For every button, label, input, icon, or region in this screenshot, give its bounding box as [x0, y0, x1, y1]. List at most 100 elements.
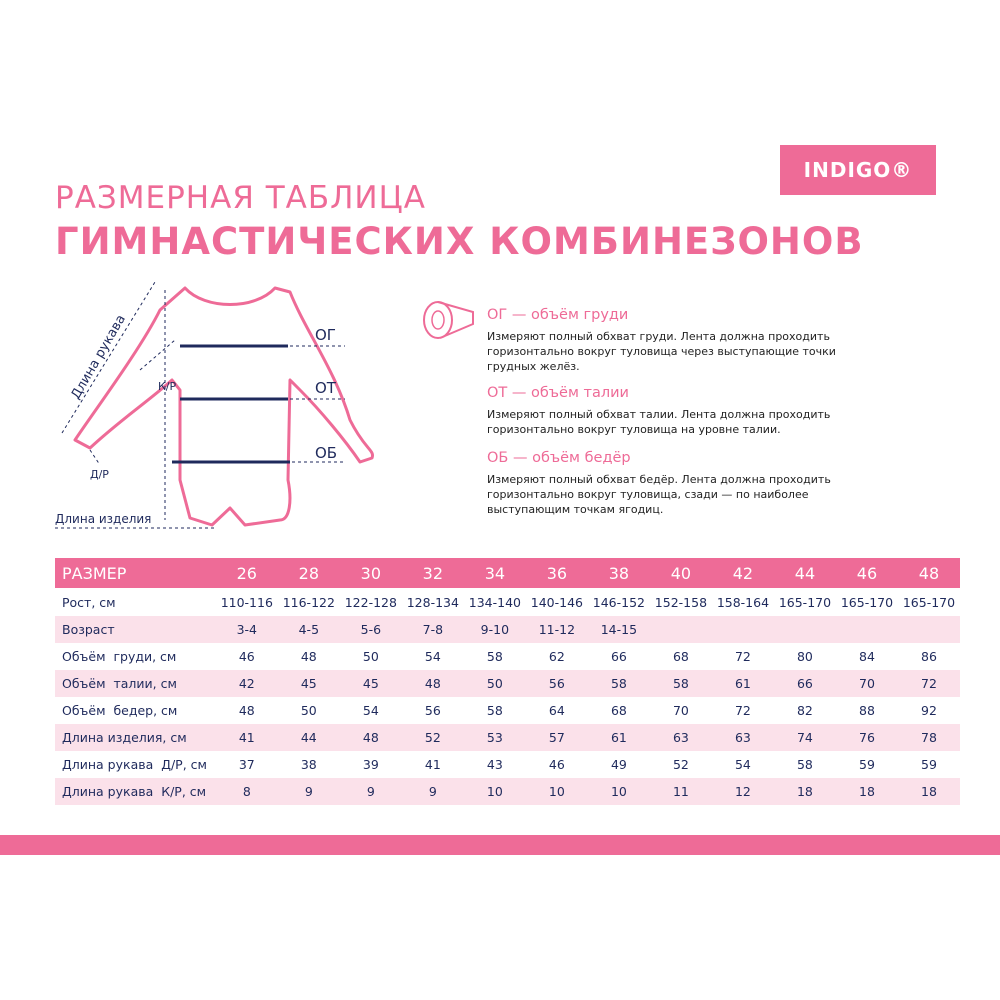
table-row: Длина рукава Д/Р, см 37 38 39 41 43 46 49 52 54 58…: [55, 751, 960, 778]
table-cell: 41: [424, 757, 441, 772]
table-cell: 46: [548, 757, 565, 772]
table-cell: 54: [734, 757, 751, 772]
definition-text: Измеряют полный обхват груди. Лента долж…: [487, 330, 836, 373]
definition-text: Измеряют полный обхват талии. Лента долж…: [487, 408, 831, 436]
table-cell: 58: [486, 649, 503, 664]
header-cell: 26: [236, 563, 257, 583]
header-cell: 38: [608, 563, 630, 583]
table-row: Объём груди, см 46 48 50 54 58 62 66 68 72 80 84 86: [55, 643, 960, 670]
table-cell: 11: [672, 784, 689, 799]
table-cell: 57: [548, 730, 565, 745]
table-cell: 158-164: [716, 595, 770, 610]
header-cell: 46: [856, 563, 878, 583]
table-row: Длина рукава К/Р, см 8 9 9 9 10 10 10 11 12 18 18 18: [55, 778, 960, 805]
table-cell: 58: [796, 757, 813, 772]
diagram-label: ОГ: [315, 326, 336, 344]
diagram-label: Длина изделия: [55, 512, 151, 526]
table-cell: 66: [610, 649, 627, 664]
row-label: Длина изделия, см: [62, 730, 187, 745]
row-label: Возраст: [62, 622, 115, 637]
table-cell: 152-158: [654, 595, 708, 610]
table-cell: 70: [859, 676, 875, 691]
table-row: Объём бедер, см 48 50 54 56 58 64 68 70 72 82 88 92: [55, 697, 960, 724]
definition: ОГ — объём груди Измеряют полный обхват г…: [487, 307, 847, 374]
size-table: РАЗМЕР 26 28 30 32 34 36 38 40 42 44 46 48 Рост, см 11…: [55, 558, 960, 805]
title-line: ГИМНАСТИЧЕСКИХ КОМБИНЕЗОНОВ: [55, 220, 864, 263]
table-cell: 48: [238, 703, 255, 718]
table-cell: 80: [796, 649, 813, 664]
diagram-label: ОТ: [315, 379, 337, 397]
diagram: ОГ ОТ ОБ К/Р Д/Р Длина изделия Длина рук…: [55, 281, 375, 529]
row-label: Длина рукава К/Р, см: [62, 784, 207, 799]
table-cell: 61: [734, 676, 751, 691]
row-label: Объём бедер, см: [62, 703, 178, 718]
table-cell: 146-152: [592, 595, 646, 610]
table-cell: 10: [610, 784, 627, 799]
table-cell: 45: [300, 676, 317, 691]
table-cell: 50: [362, 649, 379, 664]
table-cell: 42: [238, 676, 255, 691]
table-cell: 48: [362, 730, 379, 745]
table-cell: 56: [548, 676, 565, 691]
diagram-label: К/Р: [158, 380, 177, 393]
table-cell: 11-12: [538, 622, 576, 637]
table-cell: 72: [921, 676, 937, 691]
header-cell: 28: [298, 563, 319, 583]
title-line: РАЗМЕРНАЯ ТАБЛИЦА: [55, 180, 426, 216]
table-cell: 48: [300, 649, 317, 664]
table-cell: 8: [242, 784, 251, 799]
table-cell: 37: [238, 757, 255, 772]
table-cell: 63: [734, 730, 751, 745]
logo: INDIGO®: [780, 145, 936, 195]
table-cell: 3-4: [236, 622, 258, 637]
header-cell: 34: [484, 563, 506, 583]
table-cell: 39: [362, 757, 379, 772]
table-cell: 10: [548, 784, 565, 799]
header-cell: 36: [546, 563, 568, 583]
table-cell: 59: [921, 757, 937, 772]
table-cell: 92: [921, 703, 937, 718]
diagram-label: Д/Р: [90, 468, 109, 481]
table-row: Рост, см 110-116 116-122 122-128 128-134 134-…: [55, 589, 960, 616]
definition: ОБ — объём бедёр Измеряют полный обхват б…: [487, 450, 847, 517]
table-cell: 54: [424, 649, 441, 664]
table-cell: 86: [921, 649, 937, 664]
table-cell: 18: [921, 784, 937, 799]
table-cell: 14-15: [600, 622, 638, 637]
table-cell: 88: [859, 703, 875, 718]
table-cell: 50: [486, 676, 503, 691]
table-cell: 165-170: [840, 595, 894, 610]
table-cell: 9: [304, 784, 313, 799]
table-cell: 66: [796, 676, 813, 691]
table-cell: 64: [548, 703, 565, 718]
table-cell: 10: [486, 784, 503, 799]
table-cell: 134-140: [468, 595, 521, 610]
table-cell: 63: [672, 730, 689, 745]
row-label: Рост, см: [62, 595, 116, 610]
table-cell: 68: [672, 649, 689, 664]
table-cell: 5-6: [360, 622, 382, 637]
table-cell: 122-128: [344, 595, 397, 610]
table-cell: 45: [362, 676, 379, 691]
tape-icon: [423, 301, 474, 339]
header-label: РАЗМЕР: [62, 563, 127, 583]
table-row: Объём талии, см 42 45 45 48 50 56 58 58 61 66 70 72: [55, 670, 960, 697]
table-cell: 53: [486, 730, 503, 745]
table-cell: 7-8: [422, 622, 444, 637]
table-cell: 52: [672, 757, 689, 772]
table-cell: 74: [796, 730, 813, 745]
row-label: Объём груди, см: [62, 649, 177, 664]
guides: [55, 281, 345, 529]
table-cell: 58: [486, 703, 503, 718]
header-cell: 30: [360, 563, 382, 583]
table-cell: 49: [610, 757, 627, 772]
header-cell: 48: [918, 563, 940, 583]
table-cell: 76: [859, 730, 875, 745]
table-cell: 38: [300, 757, 317, 772]
table-cell: 50: [300, 703, 317, 718]
table-cell: 59: [859, 757, 875, 772]
table-cell: 54: [362, 703, 379, 718]
definition-heading: ОГ — объём груди: [487, 307, 629, 323]
table-cell: 165-170: [778, 595, 832, 610]
